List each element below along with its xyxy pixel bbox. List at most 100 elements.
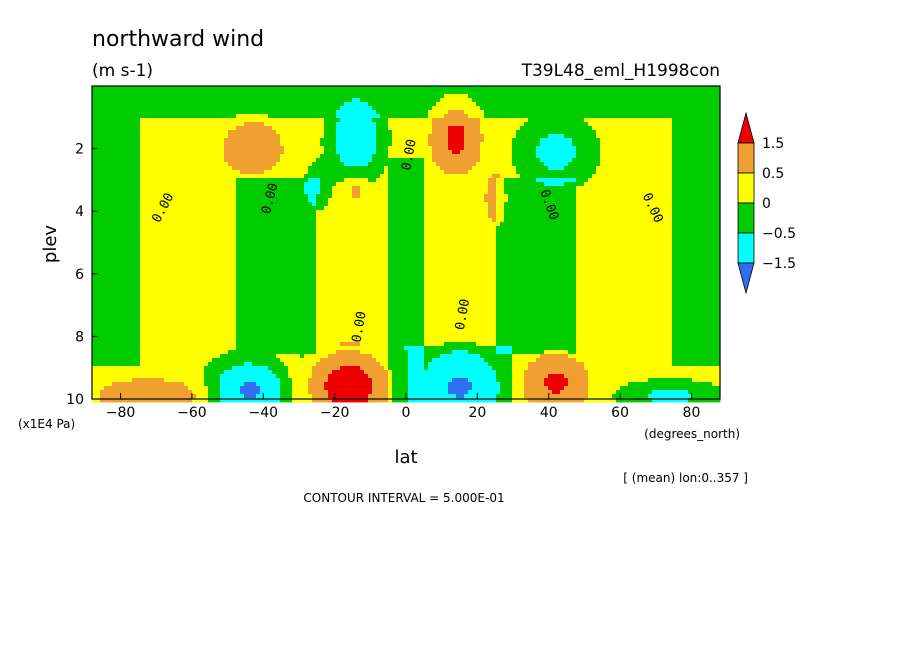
contour-cell [144,214,149,219]
contour-cell [248,390,253,395]
contour-cell [136,274,141,279]
contour-cell [196,194,201,199]
contour-cell [240,282,245,287]
contour-cell [340,154,345,159]
contour-cell [100,246,105,251]
contour-cell [300,106,305,111]
contour-cell [104,398,109,403]
contour-cell [216,90,221,95]
contour-cell [116,86,121,91]
contour-cell [216,126,221,131]
contour-cell [92,370,97,375]
contour-cell [216,374,221,379]
contour-cell [212,334,217,339]
contour-cell [260,382,265,387]
contour-cell [152,278,157,283]
contour-cell [312,130,317,135]
contour-cell [196,254,201,259]
contour-cell [156,106,161,111]
contour-cell [100,194,105,199]
contour-cell [160,166,165,171]
contour-cell [164,126,169,131]
contour-cell [172,378,177,383]
contour-cell [292,94,297,99]
contour-cell [332,174,337,179]
contour-cell [96,178,101,183]
contour-cell [132,106,137,111]
contour-cell [332,214,337,219]
contour-cell [312,186,317,191]
contour-cell [132,382,137,387]
contour-cell [296,114,301,119]
contour-cell [92,214,97,219]
contour-cell [260,202,265,207]
contour-cell [216,278,221,283]
contour-cell [160,246,165,251]
contour-cell [236,138,241,143]
contour-cell [316,166,321,171]
contour-cell [228,182,233,187]
contour-cell [268,302,273,307]
contour-cell [184,178,189,183]
contour-cell [228,314,233,319]
contour-cell [224,326,229,331]
contour-cell [124,162,129,167]
contour-cell [324,254,329,259]
contour-cell [192,270,197,275]
contour-cell [232,326,237,331]
contour-cell [264,314,269,319]
contour-cell [252,202,257,207]
contour-cell [260,342,265,347]
contour-cell [212,378,217,383]
contour-cell [176,186,181,191]
contour-cell [192,150,197,155]
contour-cell [96,142,101,147]
contour-cell [316,142,321,147]
contour-cell [92,338,97,343]
contour-cell [332,298,337,303]
contour-cell [304,306,309,311]
contour-cell [268,190,273,195]
contour-cell [240,126,245,131]
contour-cell [176,338,181,343]
contour-cell [112,114,117,119]
contour-cell [104,254,109,259]
contour-cell [204,142,209,147]
contour-cell [160,306,165,311]
contour-cell [120,178,125,183]
contour-cell [268,346,273,351]
contour-cell [264,386,269,391]
contour-cell [228,170,233,175]
contour-cell [172,366,177,371]
contour-cell [236,370,241,375]
contour-cell [252,218,257,223]
contour-cell [96,366,101,371]
contour-cell [288,126,293,131]
contour-cell [92,122,97,127]
contour-cell [168,222,173,227]
contour-cell [180,338,185,343]
contour-cell [124,322,129,327]
contour-cell [200,334,205,339]
contour-cell [140,178,145,183]
contour-cell [332,282,337,287]
contour-cell [316,174,321,179]
contour-cell [312,262,317,267]
contour-cell [176,278,181,283]
contour-cell [156,118,161,123]
contour-cell [260,190,265,195]
contour-cell [272,394,277,399]
contour-cell [128,338,133,343]
contour-cell [148,366,153,371]
contour-cell [308,258,313,263]
contour-cell [200,290,205,295]
contour-cell [164,330,169,335]
contour-cell [120,106,125,111]
contour-cell [156,386,161,391]
contour-cell [304,366,309,371]
contour-cell [124,282,129,287]
contour-cell [256,390,261,395]
contour-cell [128,194,133,199]
contour-cell [200,294,205,299]
contour-cell [228,126,233,131]
